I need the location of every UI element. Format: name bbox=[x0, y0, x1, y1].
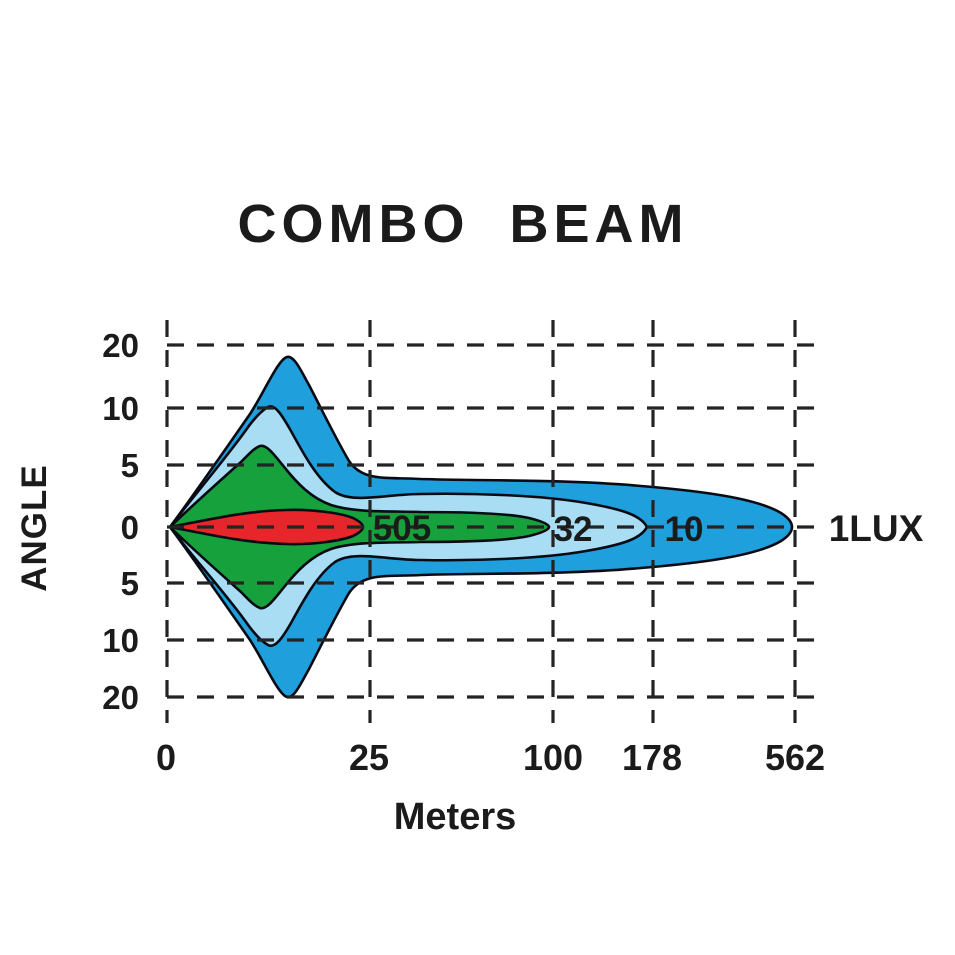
y-tick-plus20: 20 bbox=[102, 327, 139, 364]
y-tick-plus10: 10 bbox=[102, 390, 139, 427]
gridlines bbox=[165, 320, 814, 723]
y-tick-zero: 0 bbox=[121, 509, 139, 546]
contour-value-labels: 505 32 10 1LUX bbox=[373, 508, 924, 549]
y-tick-minus10: 10 bbox=[102, 622, 139, 659]
x-tick-labels: 0 25 100 178 562 bbox=[156, 737, 825, 778]
x-tick-0: 0 bbox=[156, 737, 176, 778]
y-tick-minus20: 20 bbox=[102, 679, 139, 716]
y-tick-labels: 20 10 5 0 5 10 20 bbox=[102, 327, 139, 716]
x-tick-178: 178 bbox=[622, 737, 682, 778]
y-tick-minus5: 5 bbox=[121, 565, 139, 602]
x-tick-25: 25 bbox=[349, 737, 389, 778]
y-axis-title: ANGLE bbox=[15, 464, 54, 592]
label-32-lux: 32 bbox=[554, 510, 593, 549]
label-1-lux: 1LUX bbox=[829, 508, 924, 549]
chart-title: COMBO BEAM bbox=[237, 194, 689, 254]
x-tick-100: 100 bbox=[523, 737, 583, 778]
label-10-lux: 10 bbox=[665, 510, 704, 549]
x-axis-title: Meters bbox=[394, 796, 517, 838]
x-tick-562: 562 bbox=[765, 737, 825, 778]
label-505-lux: 505 bbox=[373, 509, 431, 548]
y-tick-plus5: 5 bbox=[121, 447, 139, 484]
